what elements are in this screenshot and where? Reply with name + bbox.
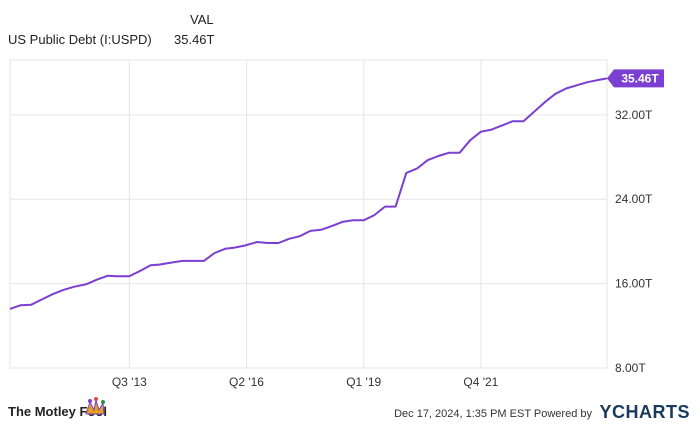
ycharts-y-icon: Y — [599, 402, 612, 422]
axis-layer: 8.00T 16.00T 24.00T 32.00T Q3 '13 Q2 '16 Q1 '1… — [112, 108, 653, 389]
series-line-us-public-debt — [9, 77, 608, 310]
line-chart: 8.00T 16.00T 24.00T 32.00T Q3 '13 Q2 '16 Q1 '1… — [9, 59, 664, 389]
y-tick-label: 8.00T — [615, 361, 646, 375]
last-value-badge-layer: 35.46T — [607, 69, 664, 88]
legend-series-value: 35.46T — [174, 32, 215, 47]
last-value-badge — [607, 69, 664, 88]
series-layer — [9, 77, 608, 310]
legend-series-name[interactable]: US Public Debt (I:USPD) — [8, 32, 152, 47]
x-tick-label: Q3 '13 — [112, 375, 147, 389]
y-tick-label: 24.00T — [615, 192, 653, 206]
last-value-label: 35.46T — [621, 71, 659, 85]
footer: The Motley Fool Dec 17, 2024, 1:35 PM ES… — [0, 396, 700, 428]
y-tick-label: 16.00T — [615, 277, 653, 291]
ycharts-wordmark: CHARTS — [612, 402, 690, 422]
grid-layer — [9, 59, 608, 369]
footer-credit: Dec 17, 2024, 1:35 PM EST Powered by — [394, 408, 592, 420]
legend-header: VAL — [190, 12, 214, 27]
plot-frame — [9, 59, 608, 369]
ycharts-logo[interactable]: YCHARTS — [599, 402, 690, 423]
x-tick-label: Q4 '21 — [463, 375, 498, 389]
x-tick-label: Q2 '16 — [229, 375, 264, 389]
motley-fool-brand[interactable]: The Motley Fool — [8, 404, 107, 419]
jester-hat-icon — [85, 397, 105, 415]
x-tick-label: Q1 '19 — [346, 375, 381, 389]
y-tick-label: 32.00T — [615, 108, 653, 122]
